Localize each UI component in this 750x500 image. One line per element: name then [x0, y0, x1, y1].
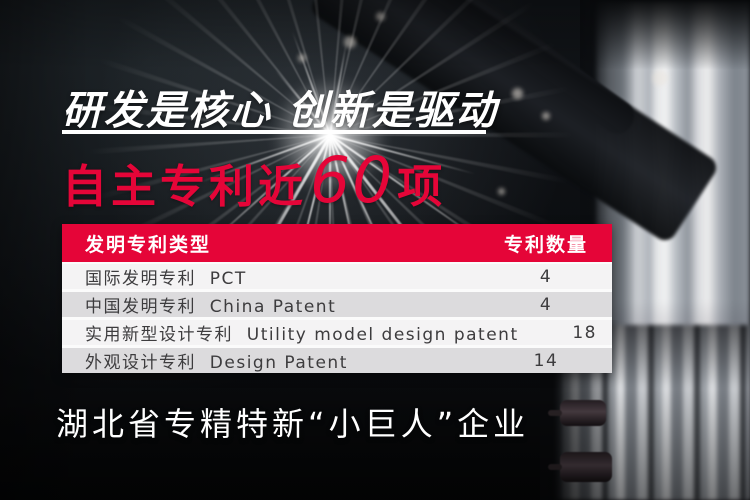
bokeh-dot — [652, 70, 668, 86]
table-header-row: 发明专利类型 专利数量 — [62, 224, 612, 262]
bokeh-dot — [376, 12, 385, 21]
row-label: 中国发明专利 China Patent — [85, 297, 337, 317]
header-count-label: 专利数量 — [503, 233, 588, 256]
row-label: 国际发明专利 PCT — [85, 269, 247, 289]
honor-title: 湖北省专精特新“小巨人”企业 — [56, 405, 530, 443]
row-label: 外观设计专利 Design Patent — [85, 353, 348, 373]
row-count: 14 — [533, 350, 559, 371]
bokeh-dot — [512, 88, 523, 99]
bokeh-dot — [542, 112, 550, 120]
row-label: 实用新型设计专利 Utility model design patent — [85, 325, 519, 345]
table-row: 中国发明专利 China Patent 4 — [62, 289, 612, 317]
bokeh-dot — [298, 54, 306, 62]
bokeh-dot — [498, 188, 505, 195]
title-underline — [62, 130, 486, 134]
header-type-label: 发明专利类型 — [85, 233, 212, 256]
spark-ray — [329, 135, 331, 285]
headline-suffix: 项 — [397, 160, 447, 213]
machine-roller — [548, 452, 612, 482]
row-count: 4 — [539, 294, 553, 315]
headline-number: 60 — [310, 144, 395, 217]
patent-table: 发明专利类型 专利数量 国际发明专利 PCT 4 中国发明专利 China Pa… — [62, 224, 612, 373]
headline-prefix: 自主专利近 — [62, 160, 308, 213]
spark-core — [312, 118, 346, 152]
row-count: 18 — [572, 322, 597, 343]
machine-roller — [548, 400, 606, 426]
table-row: 实用新型设计专利 Utility model design patent 18 — [62, 317, 612, 345]
table-row: 外观设计专利 Design Patent 14 — [62, 345, 612, 373]
row-count: 4 — [539, 266, 553, 287]
slogan-title: 研发是核心 创新是驱动 — [62, 88, 498, 134]
table-row: 国际发明专利 PCT 4 — [62, 262, 612, 289]
patent-headline: 自主专利近 60 项 — [62, 144, 446, 217]
bokeh-dot — [344, 36, 356, 48]
